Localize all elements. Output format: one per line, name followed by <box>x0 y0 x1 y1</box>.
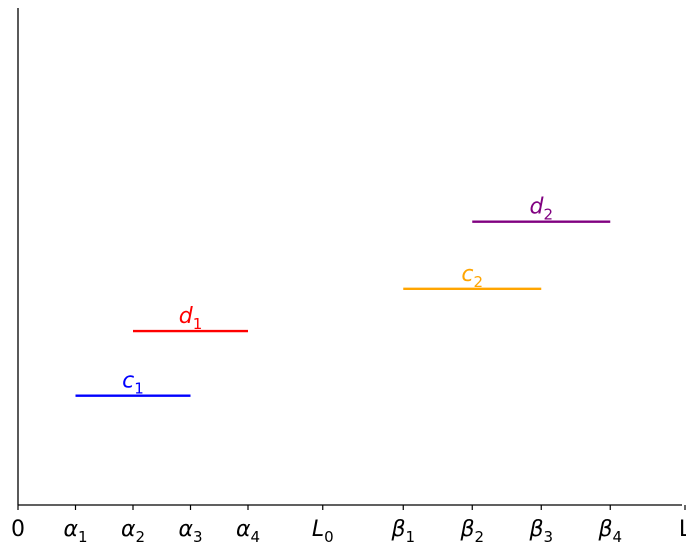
x-tick-label-subscript: 3 <box>193 528 203 546</box>
x-tick-label-base: β <box>528 517 543 542</box>
x-tick-label-subscript: 4 <box>613 528 623 546</box>
x-tick-label: 0 <box>11 517 25 542</box>
segment-c1-label: c1 <box>122 369 144 398</box>
segment-c2-label-subscript: 2 <box>474 273 484 291</box>
segment-d1-label-subscript: 1 <box>193 315 203 333</box>
x-tick-label-base: β <box>390 517 405 542</box>
x-tick-label-base: L <box>312 517 324 542</box>
x-tick-label: β3 <box>528 517 553 546</box>
x-tick-label-base: α <box>236 517 251 542</box>
segment-d1-label-base: d <box>179 304 194 329</box>
segment-c2-label-base: c <box>461 262 473 287</box>
x-tick-label-subscript: 1 <box>78 528 88 546</box>
segment-d2-label-base: d <box>529 195 544 220</box>
x-tick-label-base: 0 <box>11 517 25 542</box>
segment-d2-label-subscript: 2 <box>543 206 553 224</box>
x-tick-label-base: L <box>679 517 686 542</box>
x-tick-label: L0 <box>312 517 334 546</box>
x-axis-ticks: 0 α1 α2 α3 α4 L0 β1 β2 β3 β4 L <box>11 505 686 546</box>
x-tick-label: α1 <box>63 517 87 546</box>
x-tick-label: β4 <box>597 517 622 546</box>
x-tick-label: α2 <box>121 517 145 546</box>
x-tick-label-subscript: 3 <box>544 528 554 546</box>
segment-c1-label-subscript: 1 <box>134 380 144 398</box>
x-tick-label-base: α <box>63 517 78 542</box>
x-tick-label: β2 <box>459 517 484 546</box>
x-tick-label-base: α <box>178 517 193 542</box>
segment-d2-label: d2 <box>529 195 553 224</box>
x-tick-label: α3 <box>178 517 202 546</box>
segment-d1-label: d1 <box>179 304 203 333</box>
segment-c2-label: c2 <box>461 262 483 291</box>
x-tick-label-subscript: 2 <box>475 528 485 546</box>
x-tick-label-subscript: 0 <box>324 528 334 546</box>
x-tick-label-subscript: 1 <box>406 528 416 546</box>
x-tick-label-subscript: 4 <box>250 528 260 546</box>
x-tick-label: α4 <box>236 517 260 546</box>
segment-c1-label-base: c <box>122 369 134 394</box>
x-tick-label-subscript: 2 <box>135 528 145 546</box>
x-tick-label-base: β <box>459 517 474 542</box>
x-tick-label: L <box>679 517 686 542</box>
x-tick-label-base: α <box>121 517 136 542</box>
x-tick-label: β1 <box>390 517 415 546</box>
axes <box>17 8 682 506</box>
x-tick-label-base: β <box>597 517 612 542</box>
